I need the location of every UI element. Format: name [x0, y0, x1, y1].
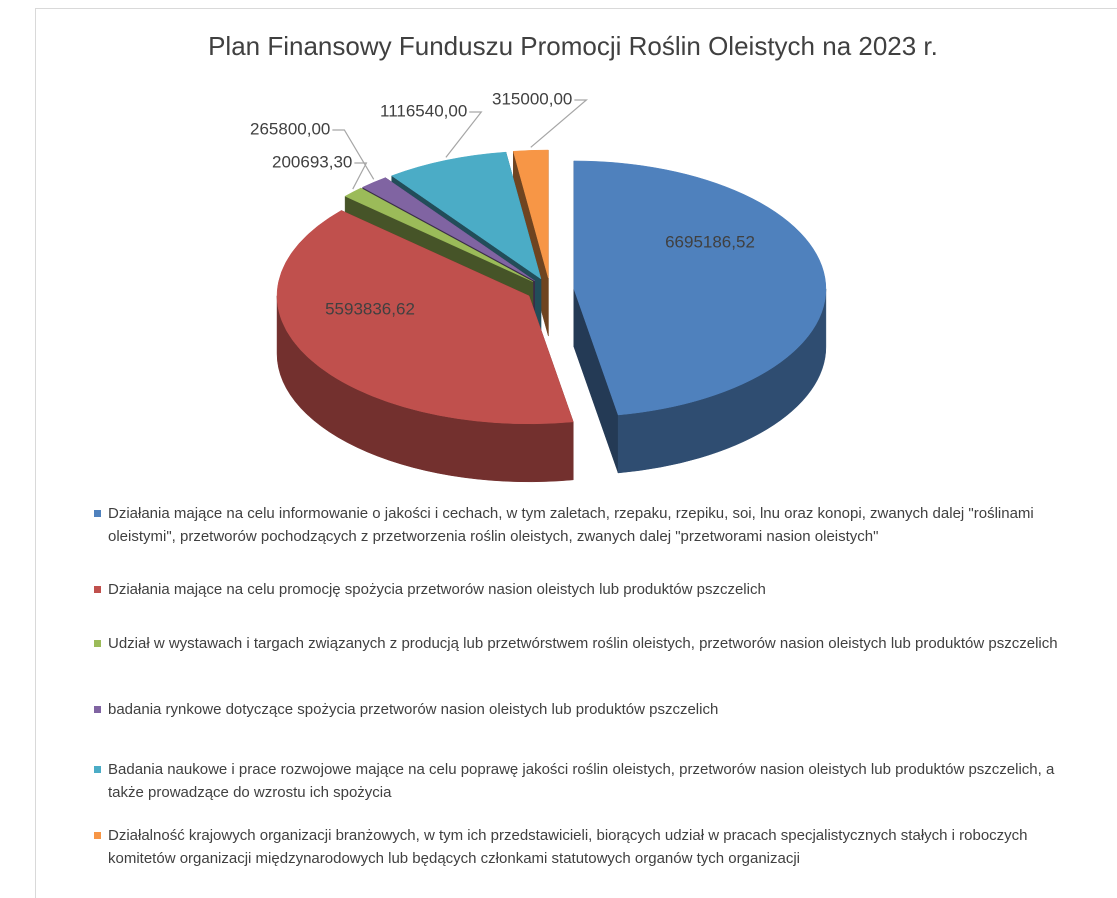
legend-swatch — [94, 640, 101, 647]
legend-item: Działania mające na celu informowanie o … — [92, 502, 1072, 548]
legend-item: Działalność krajowych organizacji branżo… — [92, 824, 1072, 870]
slice — [362, 177, 535, 281]
legend-item: badania rynkowe dotyczące spożycia przet… — [92, 698, 1072, 721]
data-label: 6695186,52 — [665, 232, 755, 251]
slice — [573, 160, 827, 416]
data-label: 265800,00 — [250, 119, 330, 138]
slice — [391, 151, 542, 280]
legend-swatch — [94, 766, 101, 773]
legend-swatch — [94, 510, 101, 517]
data-label: 315000,00 — [492, 89, 572, 108]
legend-label: Działalność krajowych organizacji branżo… — [108, 827, 1028, 867]
leader-line — [445, 111, 483, 158]
legend-swatch — [94, 832, 101, 839]
chart-title: Plan Finansowy Funduszu Promocji Roślin … — [208, 31, 938, 61]
legend-item: Działania mające na celu promocję spożyc… — [92, 578, 1072, 601]
legend-label: Działania mające na celu promocję spożyc… — [108, 581, 766, 598]
leader-line — [352, 162, 368, 190]
leader-line — [530, 99, 589, 148]
legend-label: Działania mające na celu informowanie o … — [108, 505, 1034, 545]
slice — [512, 149, 549, 279]
legend-label: Udział w wystawach i targach związanych … — [108, 635, 1058, 652]
data-label: 200693,30 — [272, 152, 352, 171]
chart-border — [35, 8, 1117, 898]
slice — [344, 187, 533, 282]
legend-swatch — [94, 706, 101, 713]
legend-swatch — [94, 586, 101, 593]
legend-item: Udział w wystawach i targach związanych … — [92, 632, 1072, 655]
legend-label: Badania naukowe i prace rozwojowe mające… — [108, 761, 1055, 801]
data-label: 1116540,00 — [380, 101, 467, 120]
slice — [276, 210, 574, 425]
legend-item: Badania naukowe i prace rozwojowe mające… — [92, 758, 1072, 804]
legend-label: badania rynkowe dotyczące spożycia przet… — [108, 701, 719, 718]
leader-line — [332, 129, 375, 180]
data-label: 5593836,62 — [325, 299, 415, 318]
